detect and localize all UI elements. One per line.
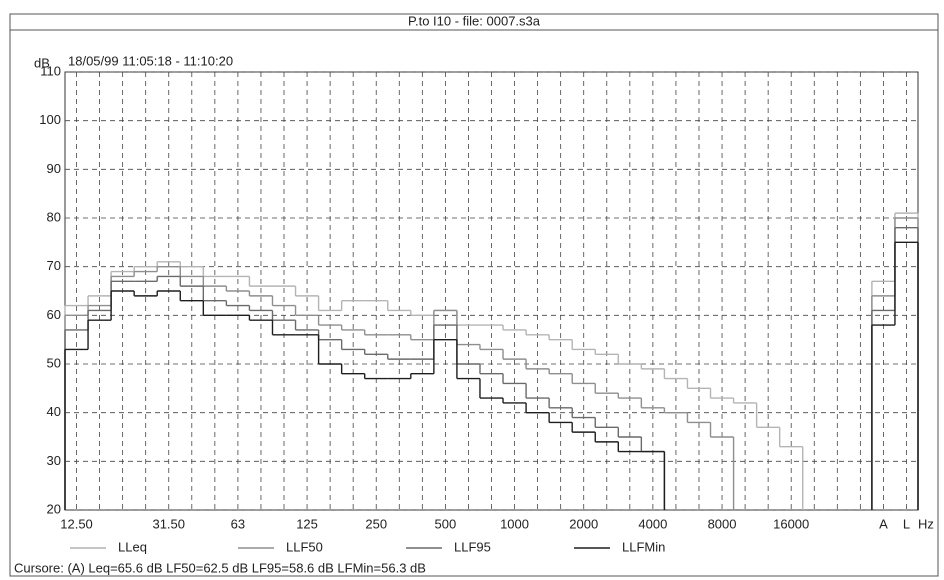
y-tick-label: 50: [47, 355, 61, 370]
frame: [9, 13, 939, 577]
x-tick-label: 250: [365, 516, 387, 531]
legend-label: LLF50: [286, 539, 323, 554]
x-tick-label: 1000: [500, 516, 529, 531]
x-tick-label: 16000: [773, 516, 809, 531]
y-tick-label: 100: [39, 112, 61, 127]
x-tick-label: 63: [231, 516, 245, 531]
x-tick-label: L: [903, 516, 910, 531]
y-tick-label: 90: [47, 161, 61, 176]
y-tick-label: 60: [47, 307, 61, 322]
legend-label: LLF95: [454, 539, 491, 554]
legend-label: LLFMin: [622, 539, 665, 554]
y-tick-label: 30: [47, 453, 61, 468]
y-axis-label: dB: [34, 55, 50, 70]
x-tick-label: 125: [296, 516, 318, 531]
footer: Cursore: (A) Leq=65.6 dB LF50=62.5 dB LF…: [14, 560, 426, 575]
x-axis-label: Hz: [918, 516, 934, 531]
y-tick-label: 80: [47, 209, 61, 224]
x-tick-label: 2000: [569, 516, 598, 531]
subtitle: 18/05/99 11:05:18 - 11:10:20: [68, 53, 233, 68]
legend-label: LLeq: [118, 539, 147, 554]
x-tick-label: 500: [435, 516, 457, 531]
y-tick-label: 20: [47, 501, 61, 516]
x-tick-label: 31.50: [152, 516, 185, 531]
chart-title: P.to I10 - file: 0007.s3a: [408, 13, 541, 28]
x-tick-label: A: [879, 516, 888, 531]
y-tick-label: 70: [47, 258, 61, 273]
y-tick-label: 40: [47, 404, 61, 419]
x-tick-label: 8000: [708, 516, 737, 531]
y-tick-label: 110: [40, 63, 61, 78]
x-tick-label: 4000: [638, 516, 667, 531]
x-tick-label: 12.50: [60, 516, 93, 531]
